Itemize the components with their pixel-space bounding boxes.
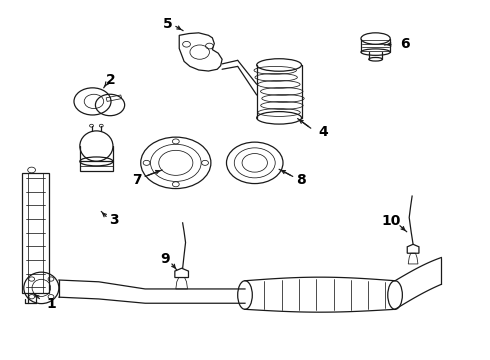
Text: 4: 4 — [318, 125, 328, 139]
Text: 2: 2 — [106, 73, 116, 87]
Text: 7: 7 — [132, 173, 142, 187]
Text: 5: 5 — [163, 17, 173, 31]
Text: 10: 10 — [382, 214, 401, 228]
Text: 9: 9 — [160, 252, 170, 266]
Text: 3: 3 — [109, 213, 118, 227]
Text: 1: 1 — [46, 297, 56, 311]
Text: 8: 8 — [296, 173, 306, 187]
Text: 6: 6 — [400, 37, 410, 50]
